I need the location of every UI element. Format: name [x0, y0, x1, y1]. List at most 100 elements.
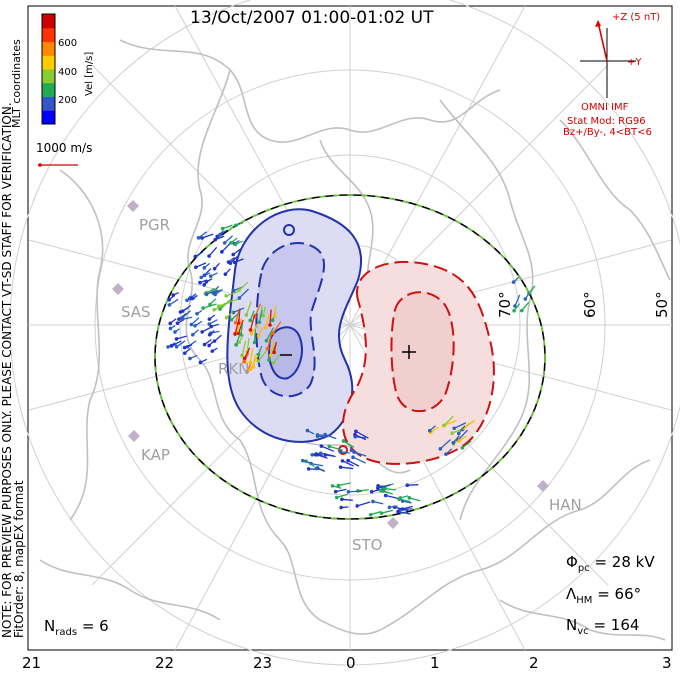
velocity-colorbar: 600 400 200 Vel [m/s]: [41, 13, 95, 125]
velocity-vector-origin: [333, 489, 338, 494]
velocity-vector: [355, 430, 369, 439]
colorbar-tick-400: 400: [58, 67, 77, 78]
reference-vector: 1000 m/s: [36, 141, 92, 167]
velocity-vector-origin: [200, 236, 204, 240]
velocity-vector-origin: [314, 466, 319, 471]
velocity-vector: [253, 328, 257, 343]
velocity-vector: [340, 466, 354, 470]
velocity-vector-origin: [193, 323, 197, 328]
velocity-vector-origin: [268, 323, 272, 327]
velocity-vector: [407, 484, 419, 486]
velocity-vector-origin: [511, 280, 516, 284]
velocity-vector-origin: [323, 432, 327, 437]
hm-latitude: ΛHM = 66°: [566, 585, 641, 606]
station-sto: STO: [352, 536, 383, 554]
velocity-vector-origin: [387, 505, 392, 510]
velocity-vector-origin: [310, 453, 315, 457]
velocity-vector: [245, 301, 252, 316]
phi-symbol: Φ: [566, 553, 578, 571]
velocity-vector: [249, 314, 256, 331]
nrads-value: = 6: [81, 617, 109, 635]
velocity-vector-origin: [195, 311, 199, 316]
velocity-vector-origin: [202, 266, 207, 270]
velocity-vector-origin: [234, 223, 238, 228]
velocity-vector-origin: [182, 351, 187, 355]
velocity-vector-origin: [327, 444, 332, 449]
velocity-vector-origin: [198, 280, 202, 285]
velocity-vector-origin: [196, 236, 201, 240]
velocity-vector: [409, 497, 421, 502]
velocity-vector-origin: [271, 331, 275, 336]
velocity-vector: [252, 354, 256, 368]
velocity-vector-origin: [242, 360, 246, 364]
velocity-vector-origin: [315, 434, 320, 439]
velocity-vector: [443, 415, 454, 426]
latitude-label-70: 70°: [496, 291, 514, 318]
nvc-subscript: vc: [577, 626, 589, 637]
nvc-value: = 164: [593, 616, 640, 634]
velocity-vector-origin: [371, 499, 375, 504]
mlt-tick-0: 0: [346, 654, 356, 672]
velocity-vector-origin: [212, 266, 217, 271]
velocity-vector-origin: [180, 317, 185, 322]
velocity-vector-origin: [267, 358, 271, 362]
velocity-vector: [335, 488, 347, 493]
velocity-vector: [371, 487, 385, 493]
velocity-vector-origin: [212, 307, 216, 312]
imf-condition: Bz+/By-, 4<BT<6: [563, 127, 652, 138]
velocity-vector-origin: [407, 496, 412, 500]
velocity-vector-origin: [213, 237, 218, 242]
velocity-vector-origin: [201, 306, 205, 310]
velocity-vector-origin: [167, 303, 172, 307]
velocity-vector-origin: [305, 428, 310, 433]
velocity-vector: [354, 434, 367, 441]
velocity-vector-origin: [451, 440, 456, 445]
velocity-vector-origin: [248, 367, 253, 372]
velocity-vector: [457, 429, 468, 441]
nvc-symbol: N: [566, 616, 578, 634]
velocity-vector-origin: [175, 321, 180, 325]
velocity-vector-origin: [313, 452, 318, 457]
velocity-vector-origin: [338, 465, 343, 469]
velocity-vector-origin: [400, 499, 405, 503]
velocity-vector-origin: [242, 356, 247, 361]
velocity-vector-origin: [512, 308, 516, 313]
velocity-vector-origin: [209, 324, 214, 329]
velocity-vector-origin: [300, 458, 305, 463]
velocity-vector-origin: [224, 315, 229, 320]
velocity-vector-origin: [207, 343, 211, 348]
nrads-subscript: rads: [55, 627, 78, 638]
velocity-vector-origin: [232, 260, 237, 265]
velocity-vector-origin: [200, 330, 204, 334]
velocity-vector: [225, 291, 239, 297]
velocity-vector: [208, 246, 218, 257]
velocity-vector-origin: [252, 340, 257, 345]
velocity-vector-origin: [218, 232, 222, 237]
velocity-vector-origin: [207, 332, 212, 337]
velocity-vector-origin: [397, 497, 401, 502]
colorbar-segment: [42, 55, 55, 70]
velocity-vector-origin: [167, 297, 171, 302]
lambda-value: = 66°: [597, 585, 642, 603]
velocity-vector-origin: [376, 486, 380, 490]
colorbar-segment: [42, 82, 55, 97]
velocity-vector-origin: [318, 451, 323, 455]
velocity-vector-origin: [271, 361, 276, 365]
velocity-vector: [336, 493, 348, 499]
velocity-vector: [265, 327, 275, 342]
velocity-vector: [238, 281, 249, 291]
vector-count: Nvc = 164: [566, 616, 639, 637]
velocity-vector-origin: [173, 330, 177, 334]
velocity-vector: [269, 309, 272, 326]
velocity-vector-origin: [185, 298, 189, 303]
velocity-vector-origin: [199, 275, 203, 280]
colorbar-tick-600: 600: [58, 38, 77, 49]
latitude-label-50: 50°: [653, 291, 671, 318]
mlt-axis: 21 22 23 0 1 2 3: [22, 654, 672, 672]
velocity-vector-origin: [349, 448, 354, 453]
velocity-vector-origin: [198, 360, 203, 365]
velocity-vector-origin: [178, 310, 183, 314]
preview-disclaimer: NOTE: FOR PREVIEW PURPOSES ONLY. PLEASE …: [0, 102, 14, 638]
velocity-vector: [201, 233, 214, 239]
velocity-vector-origin: [202, 342, 207, 347]
